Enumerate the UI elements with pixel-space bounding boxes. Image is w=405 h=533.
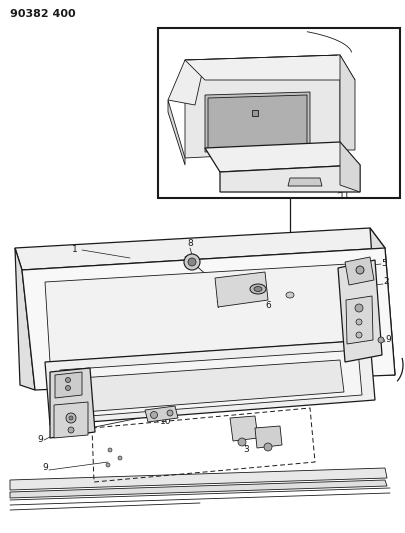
Text: 3: 3 (243, 446, 249, 455)
Circle shape (66, 385, 70, 391)
Polygon shape (252, 110, 258, 116)
Circle shape (355, 304, 363, 312)
Polygon shape (340, 142, 360, 192)
Text: 90382 400: 90382 400 (10, 9, 76, 19)
Polygon shape (185, 55, 340, 158)
Polygon shape (55, 372, 82, 398)
Text: 10: 10 (160, 417, 172, 426)
Circle shape (151, 411, 158, 418)
Polygon shape (54, 402, 88, 438)
Polygon shape (168, 100, 185, 165)
Polygon shape (185, 55, 355, 80)
Polygon shape (255, 426, 282, 448)
Text: 6: 6 (265, 301, 271, 310)
Text: 8: 8 (187, 239, 193, 248)
Circle shape (69, 416, 73, 420)
Polygon shape (60, 350, 362, 418)
Text: 9: 9 (42, 464, 48, 472)
Polygon shape (15, 248, 35, 390)
Circle shape (188, 258, 196, 266)
Circle shape (238, 438, 246, 446)
Circle shape (356, 332, 362, 338)
Text: 5: 5 (381, 260, 387, 269)
Text: 4: 4 (287, 370, 293, 379)
Ellipse shape (250, 284, 266, 294)
Ellipse shape (254, 287, 262, 292)
Polygon shape (220, 165, 360, 192)
Polygon shape (230, 416, 258, 441)
Polygon shape (15, 228, 385, 270)
Circle shape (167, 410, 173, 416)
Polygon shape (45, 340, 375, 425)
Polygon shape (168, 60, 205, 105)
Polygon shape (205, 92, 310, 152)
Text: 9: 9 (37, 435, 43, 445)
Polygon shape (345, 257, 374, 285)
Circle shape (378, 337, 384, 343)
Polygon shape (50, 368, 95, 438)
Text: 1: 1 (72, 246, 78, 254)
Polygon shape (10, 480, 387, 498)
Polygon shape (215, 272, 268, 307)
Polygon shape (22, 248, 395, 390)
Text: 9: 9 (385, 335, 391, 344)
Polygon shape (45, 263, 370, 362)
Circle shape (68, 427, 74, 433)
Circle shape (118, 456, 122, 460)
Circle shape (264, 443, 272, 451)
Circle shape (66, 377, 70, 383)
Polygon shape (346, 296, 373, 344)
Circle shape (356, 319, 362, 325)
Circle shape (184, 254, 200, 270)
Polygon shape (208, 95, 307, 149)
Polygon shape (370, 228, 395, 375)
Circle shape (108, 448, 112, 452)
Polygon shape (145, 406, 178, 422)
Polygon shape (340, 55, 355, 150)
Polygon shape (158, 28, 400, 198)
Circle shape (356, 266, 364, 274)
Circle shape (66, 413, 76, 423)
Text: 2: 2 (383, 278, 389, 287)
Text: 7: 7 (215, 302, 221, 311)
Text: 11: 11 (339, 191, 351, 200)
Ellipse shape (286, 292, 294, 298)
Polygon shape (288, 178, 322, 186)
Circle shape (106, 463, 110, 467)
Polygon shape (80, 360, 344, 412)
Polygon shape (10, 468, 387, 490)
Polygon shape (205, 142, 360, 172)
Polygon shape (338, 260, 382, 362)
